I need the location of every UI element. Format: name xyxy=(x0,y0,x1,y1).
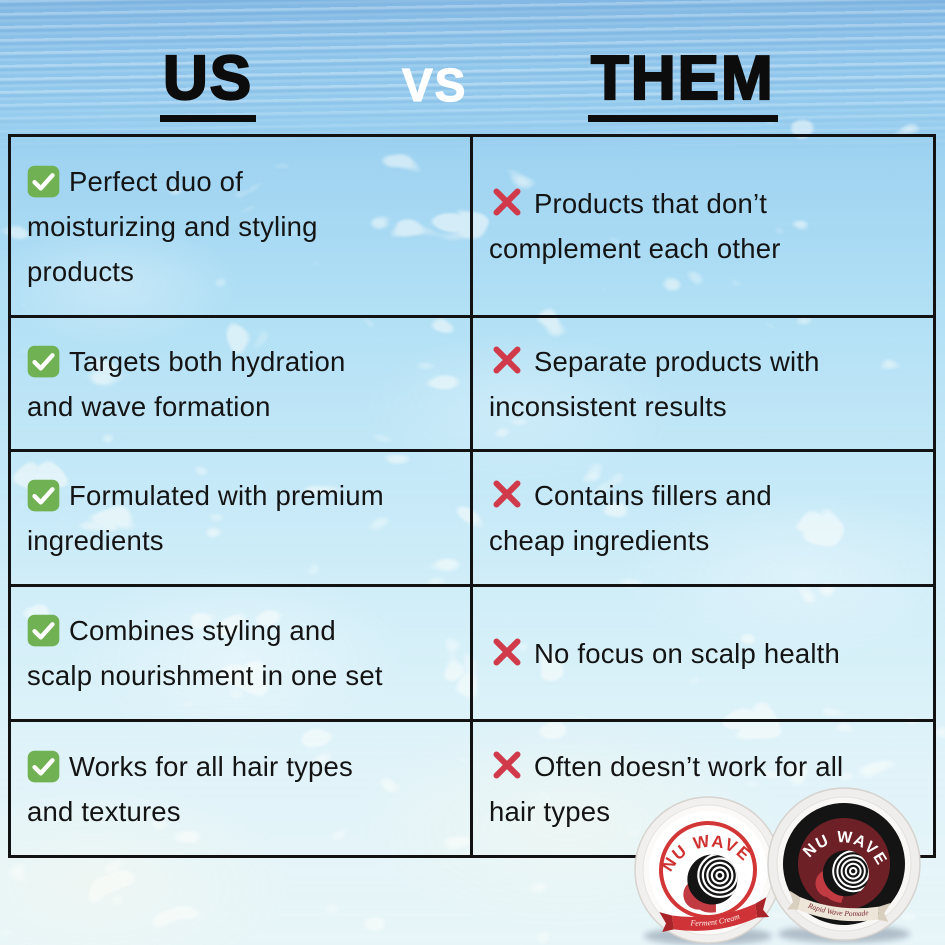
check-icon xyxy=(27,479,60,512)
us-cell-row4: Combines styling and scalp nourishment i… xyxy=(11,587,473,722)
head-silhouette-icon xyxy=(683,852,741,913)
check-icon xyxy=(27,345,60,378)
them-cell-row3: Contains fillers and cheap ingredients xyxy=(473,452,933,587)
head-silhouette-icon xyxy=(815,850,872,903)
them-cell-row1: Products that don’t complement each othe… xyxy=(473,137,933,318)
us-cell-row5: Works for all hair types and textures xyxy=(11,722,473,855)
us-benefit-text: Perfect duo of moisturizing and styling … xyxy=(27,165,318,287)
check-icon xyxy=(27,165,60,198)
us-cell-row1: Perfect duo of moisturizing and styling … xyxy=(11,137,473,318)
title-us: US xyxy=(160,46,257,122)
them-drawback-text: Contains fillers and cheap ingredients xyxy=(489,480,772,556)
comparison-table: Perfect duo of moisturizing and styling … xyxy=(8,134,936,858)
them-drawback-text: Separate products with inconsistent resu… xyxy=(489,345,820,422)
left-product-tin: NU WAVE Ferment Cream xyxy=(634,796,782,945)
them-cell-row2: Separate products with inconsistent resu… xyxy=(473,318,933,452)
right-product-tin: NU WAVE Rapid Wave Pomade xyxy=(767,787,921,943)
us-cell-row2: Targets both hydration and wave formatio… xyxy=(11,318,473,452)
cross-icon xyxy=(489,747,525,783)
us-benefit-text: Combines styling and scalp nourishment i… xyxy=(27,615,383,691)
cross-icon xyxy=(489,184,525,220)
them-drawback-text: Products that don’t complement each othe… xyxy=(489,188,781,264)
us-cell-row3: Formulated with premium ingredients xyxy=(11,452,473,587)
them-drawback-text: Often doesn’t work for all hair types xyxy=(489,750,844,827)
us-benefit-text: Works for all hair types and textures xyxy=(27,750,353,827)
cross-icon xyxy=(489,476,525,512)
cross-icon xyxy=(489,634,525,670)
title-them: THEM xyxy=(588,46,778,122)
them-cell-row4: No focus on scalp health xyxy=(473,587,933,722)
them-cell-row5: Often doesn’t work for all hair types xyxy=(473,722,933,855)
cross-icon xyxy=(489,342,525,378)
check-icon xyxy=(27,750,60,783)
vs-label: VS xyxy=(401,59,468,111)
check-icon xyxy=(27,614,60,647)
us-benefit-text: Formulated with premium ingredients xyxy=(27,480,384,556)
us-benefit-text: Targets both hydration and wave formatio… xyxy=(27,345,346,422)
them-drawback-text: No focus on scalp health xyxy=(534,637,840,669)
product-tins: NU WAVE Ferment Cream xyxy=(634,787,921,945)
